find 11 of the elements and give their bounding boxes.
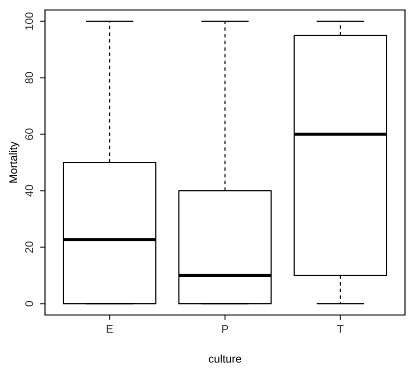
x-tick-label: P	[222, 325, 228, 333]
y-tick-label: 20	[25, 241, 34, 253]
y-tick-label: 0	[25, 301, 34, 306]
y-tick-label: 60	[25, 128, 34, 140]
x-tick-label: E	[106, 325, 113, 333]
x-axis-title: culture	[208, 354, 242, 363]
y-tick-label: 100	[25, 12, 34, 30]
y-tick-label: 40	[25, 184, 34, 197]
x-tick-label: T	[337, 325, 344, 333]
y-tick-label: 80	[25, 72, 34, 84]
y-axis-title: Mortality	[9, 142, 20, 183]
